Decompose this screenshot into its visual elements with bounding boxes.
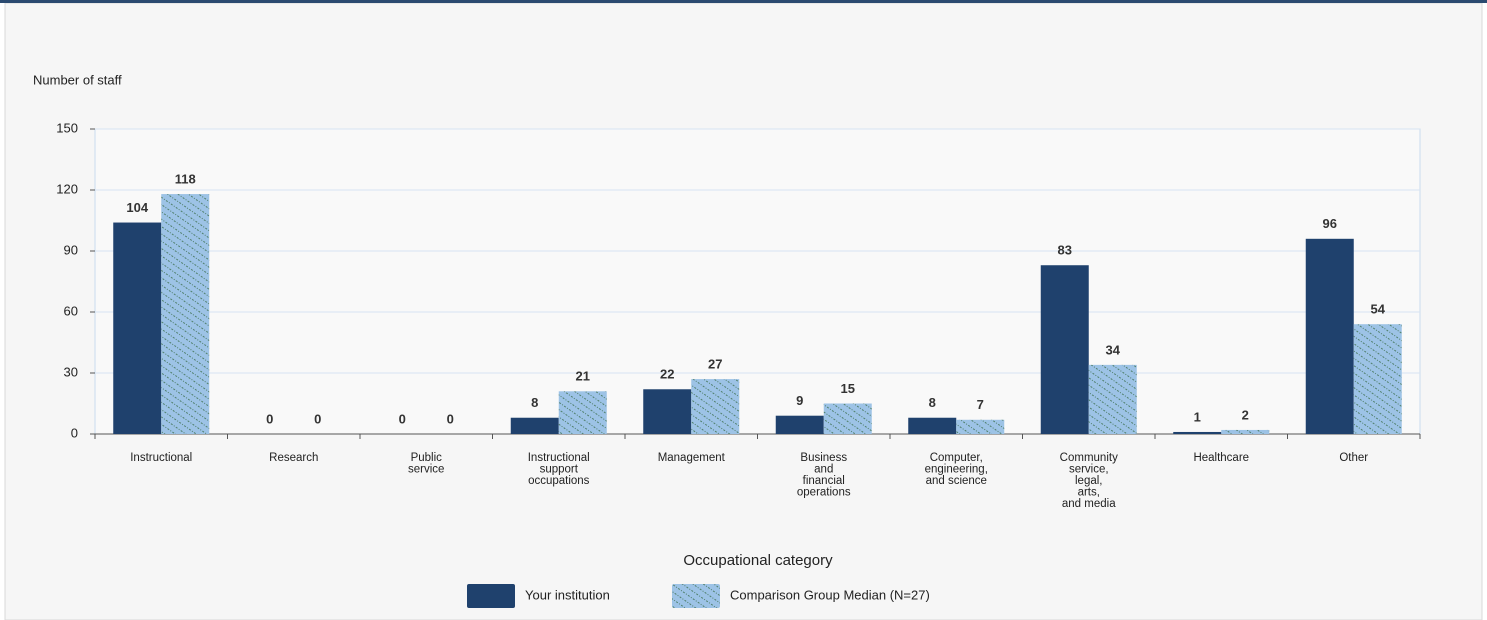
x-tick-label: Instructional support occupations — [528, 452, 590, 487]
x-tick-label: Public service — [408, 452, 444, 476]
value-label: 7 — [977, 397, 984, 412]
x-tick-label: Community service, legal, arts, and media — [1060, 452, 1118, 510]
legend-swatch — [467, 584, 515, 608]
value-label: 2 — [1242, 407, 1249, 422]
value-label: 104 — [126, 200, 148, 215]
x-tick-label: Business and financial operations — [797, 452, 851, 499]
value-label: 22 — [660, 367, 674, 382]
bar — [510, 417, 559, 434]
bar — [1221, 429, 1270, 434]
bar — [908, 417, 957, 434]
y-tick-label: 60 — [64, 303, 78, 318]
value-label: 0 — [399, 411, 406, 426]
bar — [1305, 238, 1354, 434]
value-label: 0 — [266, 411, 273, 426]
bar — [1173, 431, 1222, 434]
plot-area — [94, 128, 1421, 435]
value-label: 1 — [1194, 409, 1201, 424]
value-label: 0 — [314, 411, 321, 426]
legend-swatch — [672, 584, 720, 608]
bar — [643, 389, 692, 434]
value-label: 118 — [175, 172, 196, 187]
value-label: 54 — [1371, 302, 1386, 317]
bar — [775, 415, 824, 434]
bar — [161, 194, 210, 434]
y-tick-label: 150 — [56, 120, 78, 135]
y-tick-label: 120 — [56, 181, 78, 196]
value-label: 27 — [708, 357, 722, 372]
value-label: 21 — [576, 369, 590, 384]
value-label: 8 — [929, 395, 936, 410]
y-tick-label: 0 — [71, 425, 78, 440]
value-label: 9 — [796, 393, 803, 408]
value-label: 15 — [841, 381, 855, 396]
x-tick-label: Management — [658, 452, 726, 464]
bar — [823, 403, 872, 434]
y-tick-label: 30 — [64, 364, 78, 379]
bar — [1088, 364, 1137, 434]
x-tick-label: Healthcare — [1193, 452, 1249, 464]
value-label: 8 — [531, 395, 538, 410]
value-label: 96 — [1323, 216, 1337, 231]
value-label: 34 — [1106, 342, 1121, 357]
x-axis-label: Occupational category — [683, 552, 833, 569]
x-tick-label: Computer, engineering, and science — [925, 452, 988, 487]
bar — [956, 419, 1005, 434]
legend-label: Comparison Group Median (N=27) — [730, 587, 930, 602]
top-border — [0, 0, 1487, 3]
value-label: 83 — [1058, 243, 1072, 258]
x-tick-label: Other — [1339, 452, 1368, 464]
value-label: 0 — [447, 411, 454, 426]
legend-label: Your institution — [525, 587, 610, 602]
bar — [691, 379, 740, 434]
bar — [1353, 324, 1402, 434]
x-tick-label: Research — [269, 452, 318, 464]
y-tick-label: 90 — [64, 242, 78, 257]
x-tick-label: Instructional — [130, 452, 192, 464]
bar — [558, 391, 607, 434]
bar — [113, 222, 162, 434]
bar — [1040, 265, 1089, 434]
y-axis-label: Number of staff — [33, 72, 122, 87]
